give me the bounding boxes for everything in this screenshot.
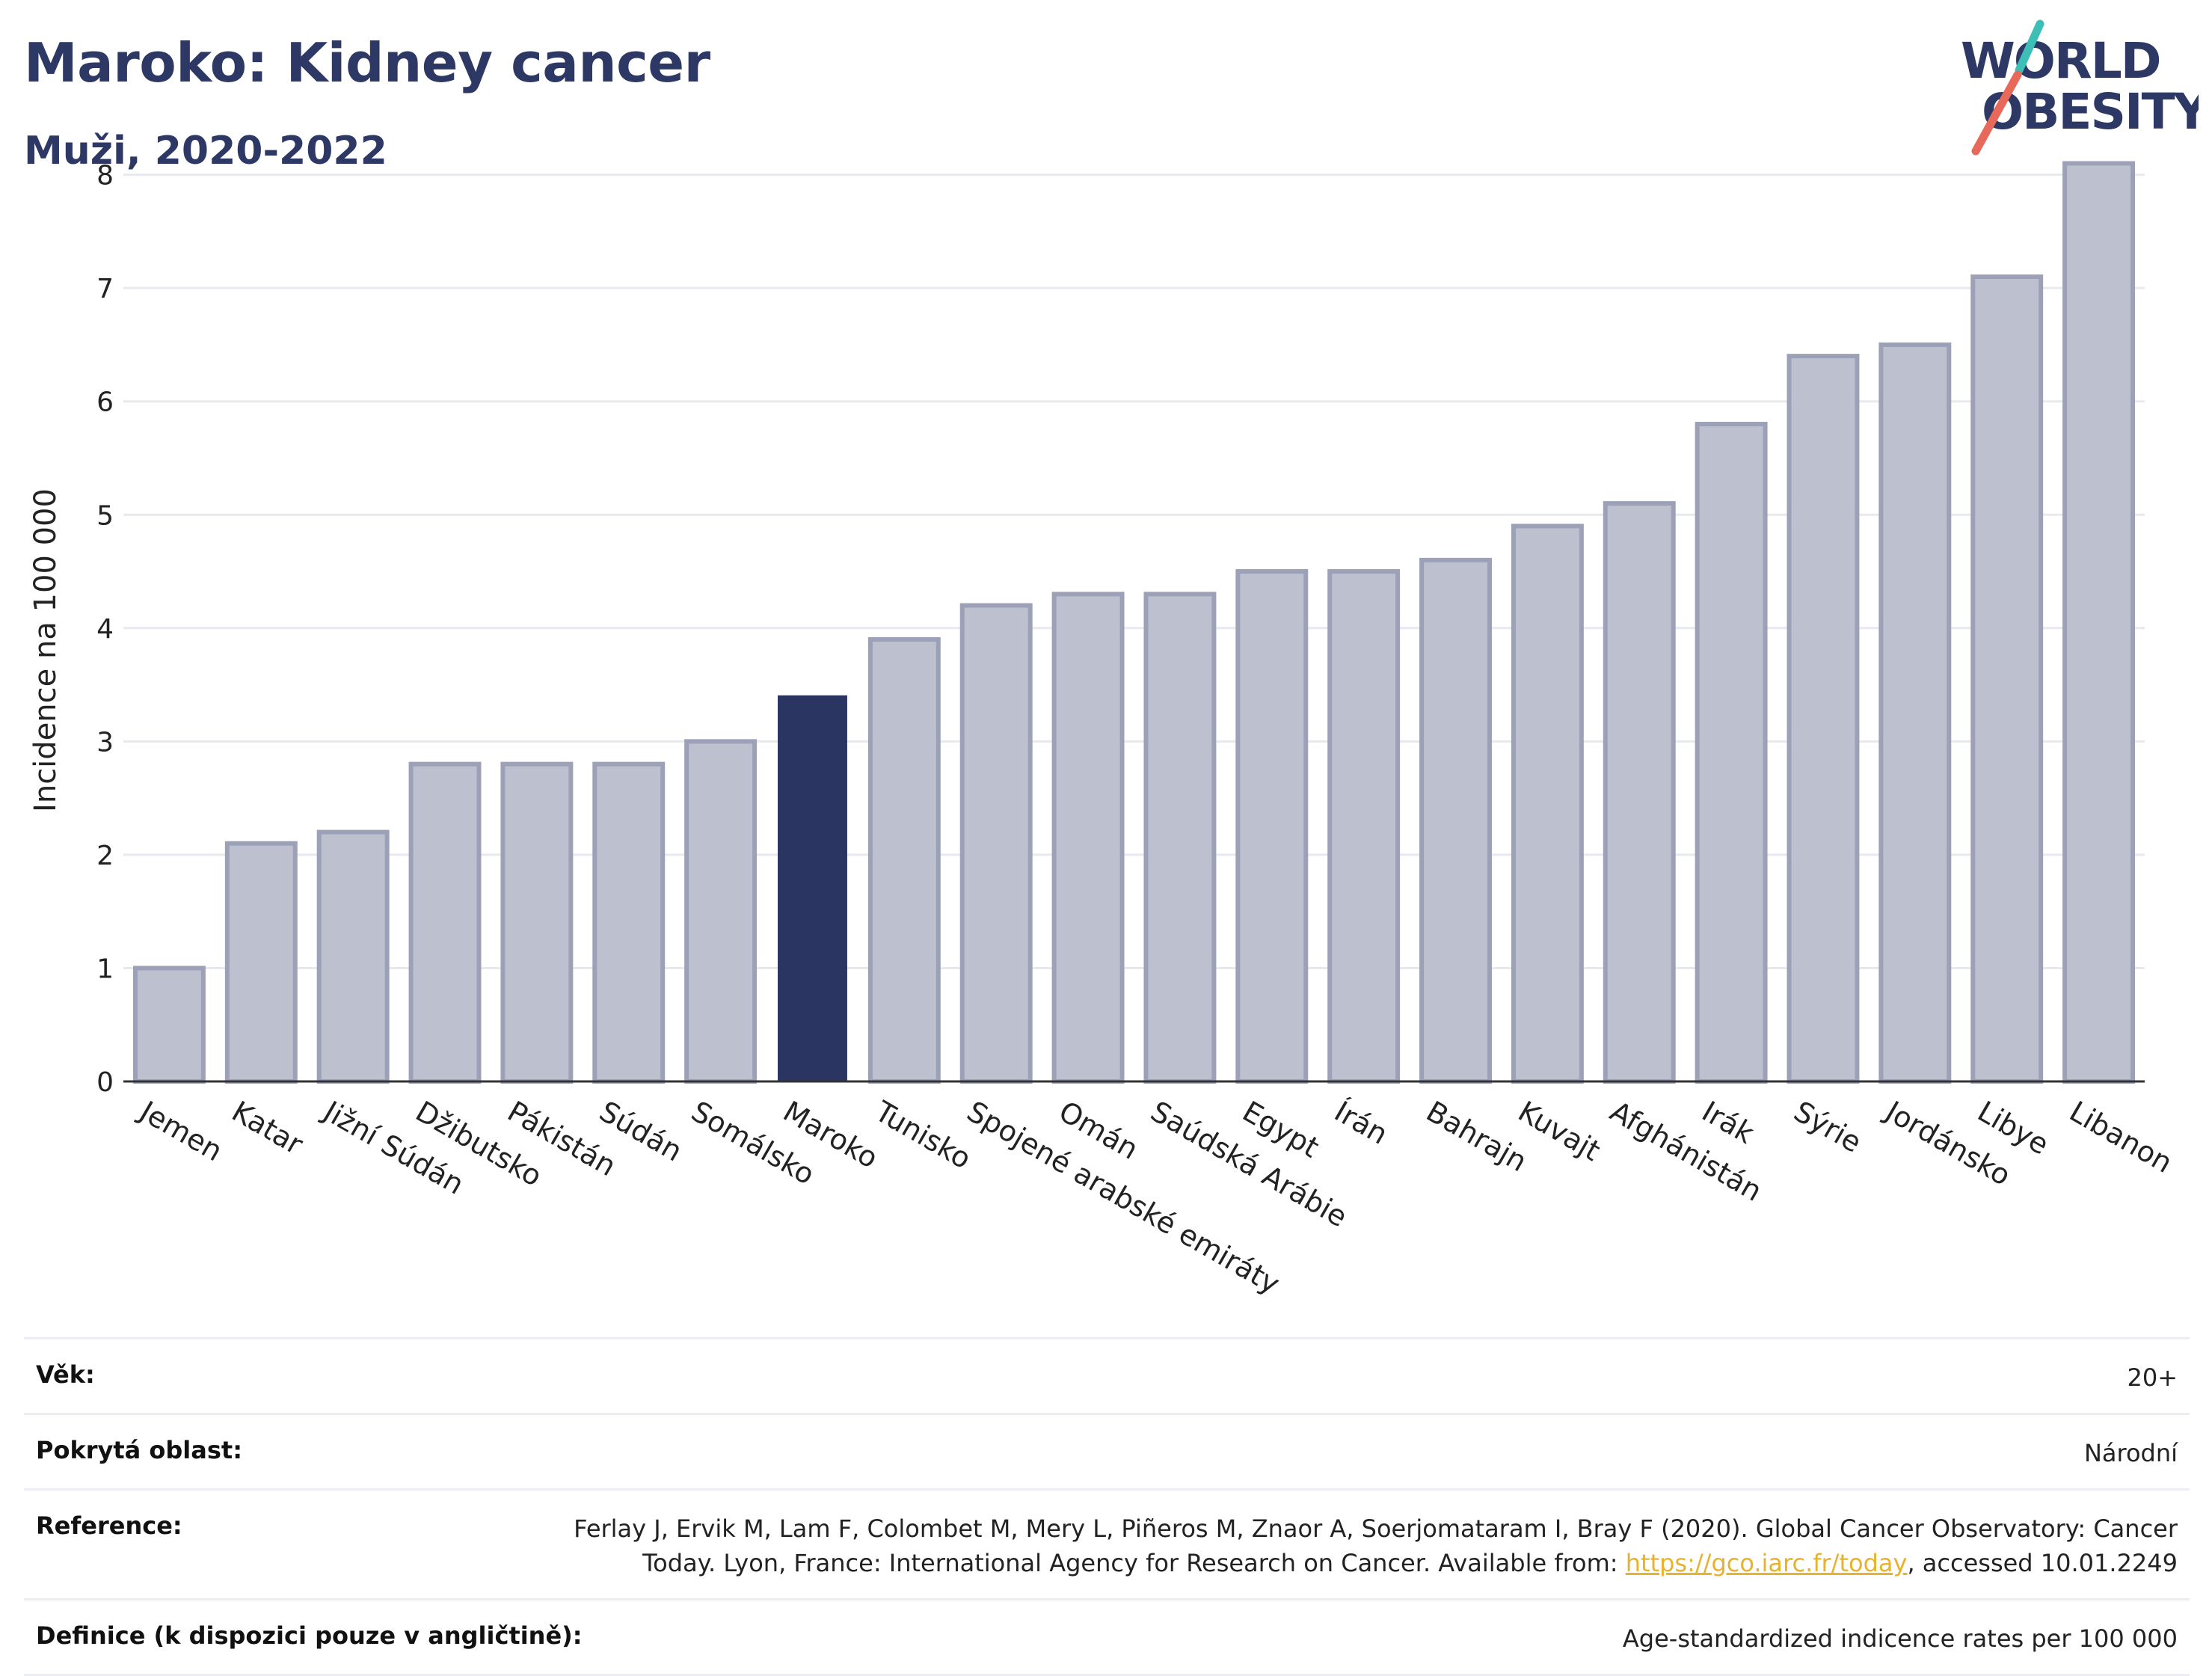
meta-row-reference: Reference: Ferlay J, Ervik M, Lam F, Col… [24, 1488, 2190, 1598]
bar-13 [1327, 569, 1401, 1084]
page-subtitle: Muži, 2020-2022 [24, 129, 387, 174]
meta-row-age: Věk: 20+ [24, 1337, 2190, 1413]
bar-9 [959, 603, 1033, 1084]
x-tick-label: Tunisko [869, 1094, 977, 1176]
bar-4 [500, 761, 574, 1084]
bar-15 [1511, 524, 1584, 1084]
bar-21 [2062, 161, 2136, 1084]
x-tick-label: Jemen [133, 1094, 228, 1168]
reference-link[interactable]: https://gco.iarc.fr/today [1625, 1549, 1908, 1577]
meta-label-definition: Definice (k dispozici pouze v angličtině… [36, 1621, 583, 1650]
y-tick-label: 3 [96, 727, 114, 758]
bar-3 [408, 761, 482, 1084]
x-tick-label: Irák [1697, 1095, 1760, 1150]
bar-5 [592, 761, 666, 1084]
bar-18 [1787, 354, 1860, 1084]
meta-label-reference: Reference: [36, 1511, 182, 1540]
y-tick-label: 0 [96, 1067, 114, 1098]
bar-19 [1878, 342, 1952, 1084]
meta-value-reference: Ferlay J, Ervik M, Lam F, Colombet M, Me… [574, 1511, 2178, 1580]
y-tick-label: 2 [96, 841, 114, 871]
bar-11 [1143, 592, 1217, 1084]
world-obesity-logo: WORLD OBESITY [1961, 19, 2199, 156]
bar-20 [1970, 274, 2044, 1084]
y-tick-label: 6 [96, 387, 114, 418]
y-tick-label: 8 [96, 161, 114, 191]
y-tick-label: 4 [96, 614, 114, 645]
y-tick-labels: 0 1 2 3 4 5 6 7 8 [96, 161, 114, 1098]
meta-value-coverage: Národní [2083, 1439, 2178, 1467]
meta-value-definition: Age-standardized indicence rates per 100… [1622, 1624, 2178, 1653]
bar-17 [1695, 422, 1768, 1084]
logo-line2: OBESITY [1982, 83, 2199, 141]
meta-value-age: 20+ [2127, 1363, 2178, 1392]
reference-line2-post: , accessed 10.01.2249 [1907, 1549, 2178, 1577]
bar-7 [778, 695, 847, 1082]
y-tick-label: 5 [96, 500, 114, 531]
y-tick-label: 7 [96, 274, 114, 304]
meta-row-coverage: Pokrytá oblast: Národní [24, 1413, 2190, 1488]
bar-16 [1603, 501, 1676, 1084]
bar-12 [1235, 569, 1309, 1084]
reference-line2-pre: Today. Lyon, France: International Agenc… [642, 1549, 1626, 1577]
meta-label-age: Věk: [36, 1360, 95, 1389]
bar-0 [132, 966, 206, 1084]
y-tick-label: 1 [96, 954, 114, 984]
x-tick-label: Katar [227, 1095, 309, 1161]
meta-row-definition: Definice (k dispozici pouze v angličtině… [24, 1598, 2190, 1676]
meta-label-coverage: Pokrytá oblast: [36, 1436, 242, 1464]
bar-2 [316, 829, 390, 1084]
y-axis-label: Incidence na 100 000 [28, 488, 63, 812]
bar-8 [867, 636, 941, 1084]
bar-1 [224, 841, 298, 1084]
logo-line1: WORLD [1961, 32, 2160, 90]
logo-slash-bottom [1971, 70, 2022, 156]
bar-6 [684, 739, 758, 1084]
bar-10 [1051, 592, 1125, 1084]
x-tick-label: Bahrajn [1421, 1095, 1532, 1179]
x-tick-label: Libanon [2064, 1095, 2178, 1179]
reference-line1: Ferlay J, Ervik M, Lam F, Colombet M, Me… [574, 1514, 2178, 1543]
bar-14 [1419, 557, 1492, 1084]
metadata-table: Věk: 20+ Pokrytá oblast: Národní Referen… [24, 1337, 2190, 1676]
page-title: Maroko: Kidney cancer [24, 31, 710, 94]
bars [132, 161, 2136, 1084]
logo-slash-top [2015, 19, 2044, 75]
x-tick-label: Írán [1329, 1095, 1393, 1151]
x-tick-label: Sýrie [1788, 1095, 1867, 1159]
